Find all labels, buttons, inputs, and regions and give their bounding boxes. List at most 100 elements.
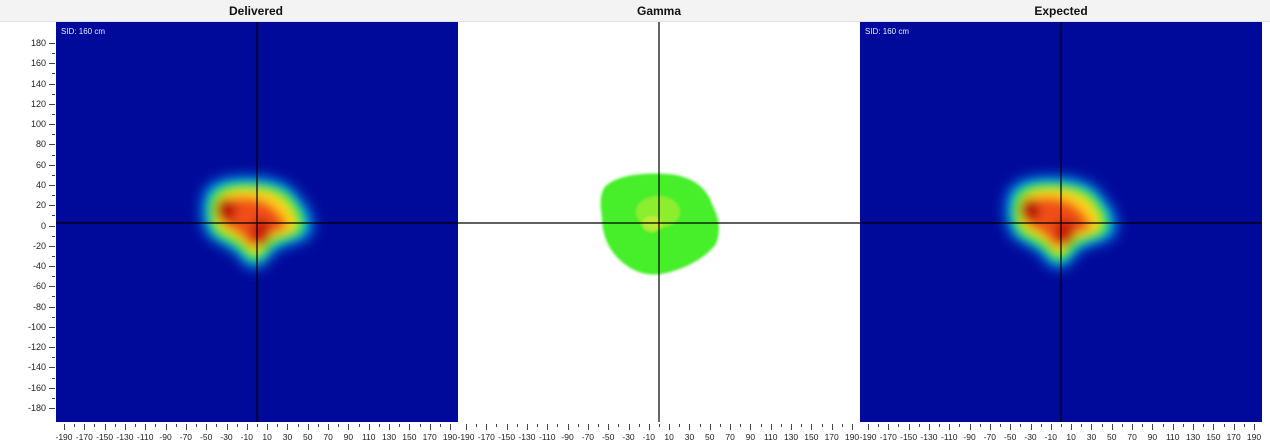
x-minor-tick xyxy=(297,424,299,427)
x-minor-tick xyxy=(979,424,981,427)
x-tick xyxy=(1152,424,1154,430)
x-tick xyxy=(226,424,228,430)
x-tick xyxy=(145,424,147,430)
x-tick xyxy=(429,424,431,430)
x-minor-tick xyxy=(1203,424,1205,427)
x-tick-label: -30 xyxy=(622,432,635,442)
y-minor-tick xyxy=(52,296,55,298)
y-minor-tick xyxy=(52,134,55,136)
x-tick xyxy=(689,424,691,430)
y-tick xyxy=(49,184,55,186)
y-tick-label: 20 xyxy=(35,200,46,211)
x-minor-tick xyxy=(439,424,441,427)
y-tick-label: -60 xyxy=(32,281,46,292)
y-tick-label: -100 xyxy=(27,321,46,332)
sid-label: SID: 160 cm xyxy=(61,27,106,36)
x-minor-tick xyxy=(114,424,116,427)
x-tick-label: 50 xyxy=(705,432,715,442)
x-tick-label: 190 xyxy=(1246,432,1262,442)
x-tick xyxy=(185,424,187,430)
x-tick-label: 90 xyxy=(1147,432,1158,442)
x-minor-tick xyxy=(1243,424,1245,427)
y-tick-label: -40 xyxy=(32,261,46,272)
x-tick-label: 90 xyxy=(343,432,354,442)
x-tick-label: -10 xyxy=(1044,432,1057,442)
x-minor-tick xyxy=(598,424,600,427)
x-tick xyxy=(1030,424,1032,430)
x-tick xyxy=(307,424,309,430)
x-tick-label: 170 xyxy=(1226,432,1241,442)
x-minor-tick xyxy=(1182,424,1184,427)
gamma-map[interactable] xyxy=(458,22,860,422)
x-minor-tick xyxy=(196,424,198,427)
y-tick xyxy=(49,367,55,369)
x-minor-tick xyxy=(216,424,218,427)
y-tick xyxy=(49,408,55,409)
y-tick xyxy=(49,286,55,288)
x-tick-label: -130 xyxy=(518,432,536,442)
x-minor-tick xyxy=(277,424,279,427)
y-tick-label: 120 xyxy=(30,98,46,109)
y-minor-tick xyxy=(52,53,55,55)
x-minor-tick xyxy=(516,424,518,427)
x-tick xyxy=(888,424,890,430)
x-tick xyxy=(852,424,853,430)
x-tick xyxy=(267,424,269,430)
x-tick xyxy=(1132,424,1134,430)
x-minor-tick xyxy=(135,424,137,427)
y-minor-tick xyxy=(52,357,55,359)
x-tick-label: -150 xyxy=(498,432,516,442)
x-minor-tick xyxy=(1101,424,1103,427)
gamma-pass-region xyxy=(600,173,719,275)
x-tick-label: -50 xyxy=(200,432,213,442)
panel-title-expected: Expected xyxy=(1034,4,1088,18)
x-tick xyxy=(791,424,793,430)
x-minor-tick xyxy=(918,424,920,427)
y-minor-tick xyxy=(52,397,55,399)
x-minor-tick xyxy=(557,424,559,427)
x-tick-label: 110 xyxy=(1165,432,1180,442)
y-minor-tick xyxy=(52,93,55,95)
x-tick-label: 10 xyxy=(262,432,272,442)
x-tick-label: -170 xyxy=(879,432,897,442)
x-tick-label: 190 xyxy=(442,432,458,442)
x-minor-tick xyxy=(1040,424,1042,427)
x-tick xyxy=(730,424,732,430)
x-tick-label: -30 xyxy=(1024,432,1037,442)
expected-dose-map[interactable]: SID: 160 cm xyxy=(860,22,1262,422)
x-minor-tick xyxy=(155,424,157,427)
x-tick xyxy=(124,424,126,430)
x-tick-label: -30 xyxy=(220,432,233,442)
x-minor-tick xyxy=(94,424,96,427)
x-tick xyxy=(648,424,650,430)
x-tick xyxy=(450,424,451,430)
x-minor-tick xyxy=(898,424,900,427)
x-tick-label: -90 xyxy=(561,432,574,442)
y-tick-label: 100 xyxy=(30,119,46,130)
x-minor-tick xyxy=(496,424,498,427)
x-tick xyxy=(246,424,248,430)
x-tick xyxy=(466,424,467,430)
y-tick xyxy=(49,347,55,349)
y-tick-label: 180 xyxy=(30,38,46,48)
x-minor-tick xyxy=(1223,424,1225,427)
x-minor-tick xyxy=(236,424,238,427)
y-minor-tick xyxy=(52,73,55,75)
delivered-dose-map[interactable]: SID: 160 cm xyxy=(56,22,458,422)
panel-header-bar xyxy=(0,0,1270,22)
x-tick xyxy=(709,424,711,430)
x-minor-tick xyxy=(399,424,401,427)
x-tick xyxy=(831,424,833,430)
y-tick-label: -160 xyxy=(27,382,46,393)
x-tick-label: 150 xyxy=(1206,432,1221,442)
x-tick-label: -130 xyxy=(920,432,938,442)
x-tick xyxy=(84,424,86,430)
x-tick-label: 170 xyxy=(422,432,437,442)
panel-title-gamma: Gamma xyxy=(636,4,682,18)
x-tick-label: 190 xyxy=(844,432,860,442)
panel-title-delivered: Delivered xyxy=(228,4,284,18)
x-tick-label: 150 xyxy=(804,432,819,442)
x-minor-tick xyxy=(618,424,620,427)
x-tick-label: 130 xyxy=(1185,432,1201,442)
y-tick xyxy=(49,245,55,247)
